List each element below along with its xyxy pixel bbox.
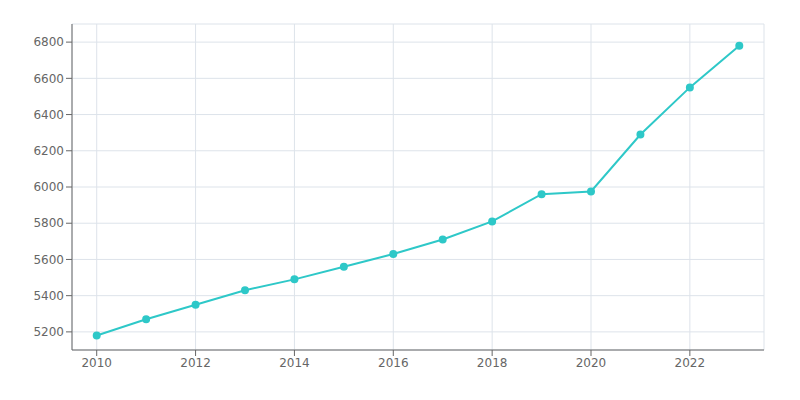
svg-text:5400: 5400: [33, 289, 64, 303]
svg-text:2018: 2018: [477, 356, 508, 370]
svg-text:6200: 6200: [33, 144, 64, 158]
svg-text:5800: 5800: [33, 216, 64, 230]
svg-text:2016: 2016: [378, 356, 409, 370]
svg-text:2010: 2010: [81, 356, 112, 370]
svg-text:5200: 5200: [33, 325, 64, 339]
svg-text:2022: 2022: [675, 356, 706, 370]
svg-text:6600: 6600: [33, 72, 64, 86]
svg-text:6800: 6800: [33, 35, 64, 49]
svg-text:2020: 2020: [576, 356, 607, 370]
svg-text:2012: 2012: [180, 356, 211, 370]
svg-text:5600: 5600: [33, 253, 64, 267]
svg-text:6400: 6400: [33, 108, 64, 122]
svg-text:2014: 2014: [279, 356, 310, 370]
svg-text:6000: 6000: [33, 180, 64, 194]
